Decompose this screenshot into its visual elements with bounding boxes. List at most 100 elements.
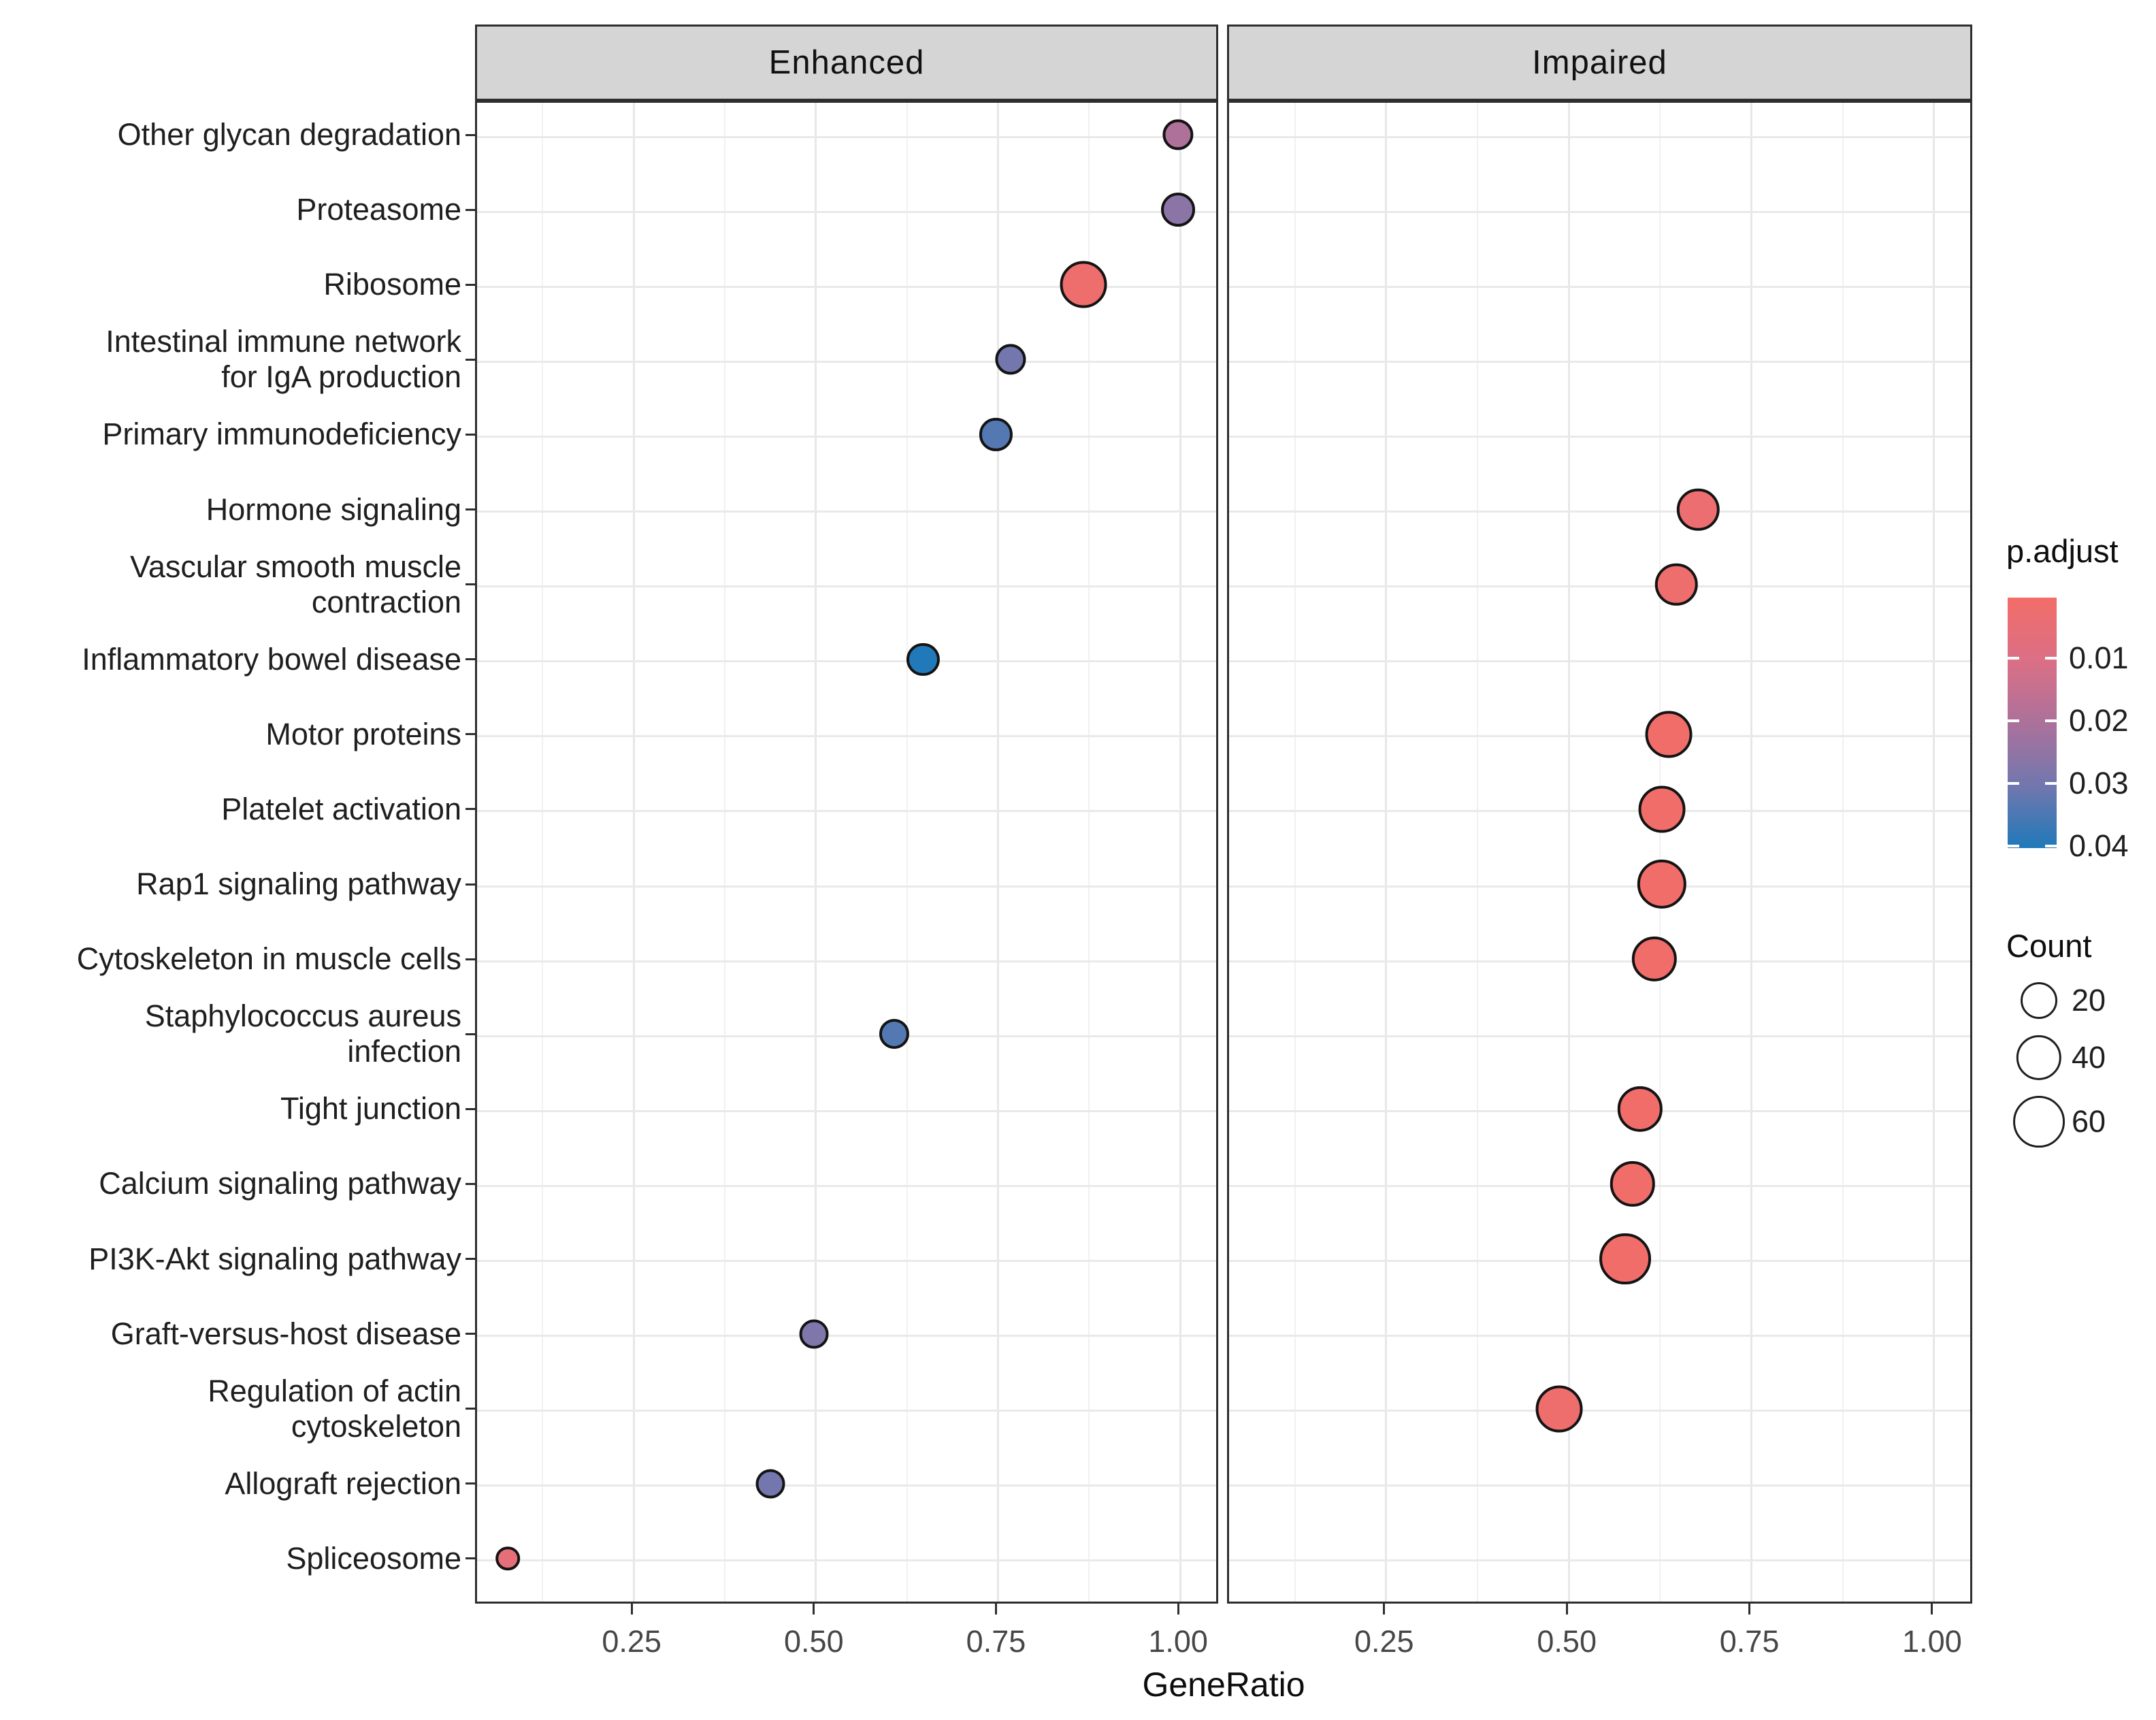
legend-padjust-title: p.adjust [2006,533,2119,569]
v-gridline-major [815,103,817,1602]
colorbar-tick-mark [2008,719,2019,723]
data-point [1677,488,1720,531]
y-axis-label: Ribosome [323,267,461,302]
y-axis-tick [466,1107,475,1110]
v-gridline-minor [1842,103,1844,1602]
v-gridline-minor [724,103,725,1602]
y-axis-label: Allograft rejection [225,1465,461,1501]
data-point [755,1469,785,1499]
y-axis-tick [466,433,475,436]
h-gridline [477,885,1216,888]
facet-header-enhanced: Enhanced [475,25,1218,101]
h-gridline [477,360,1216,363]
count-legend-circle [2016,1035,2062,1081]
y-axis-label: Motor proteins [265,716,461,751]
colorbar-tick-label: 0.01 [2069,640,2129,676]
v-gridline-minor [906,103,908,1602]
x-axis-tick [630,1604,633,1614]
y-axis-label: Regulation of actin cytoskeleton [208,1373,461,1444]
x-tick-label: 0.75 [966,1624,1026,1659]
count-legend-label: 60 [2072,1104,2106,1139]
data-point [1060,261,1107,308]
y-axis-label: Calcium signaling pathway [99,1166,461,1201]
y-axis-tick [466,1033,475,1035]
x-tick-label: 0.75 [1719,1624,1780,1659]
y-axis-label: PI3K-Akt signaling pathway [88,1241,461,1276]
facet-header-impaired: Impaired [1227,25,1972,101]
colorbar-tick-mark [2045,782,2057,785]
data-point [1162,119,1194,150]
y-axis-tick [466,1182,475,1185]
data-point [979,418,1013,451]
h-gridline [1229,660,1970,663]
h-gridline [1229,1484,1970,1487]
v-gridline-major [1179,103,1181,1602]
x-tick-label: 0.25 [602,1624,662,1659]
y-axis-tick [466,1258,475,1260]
colorbar-tick-mark [2045,845,2057,848]
h-gridline [1229,135,1970,138]
v-gridline-major [1385,103,1388,1602]
data-point [906,643,940,676]
panel-enhanced [475,101,1218,1604]
v-gridline-minor [1294,103,1296,1602]
y-axis-tick [466,733,475,736]
data-point [1631,936,1678,982]
h-gridline [477,1260,1216,1262]
h-gridline [1229,510,1970,513]
y-axis-tick [466,208,475,211]
x-axis-title: GeneRatio [1142,1666,1305,1704]
data-point [799,1319,829,1349]
v-gridline-major [1750,103,1753,1602]
h-gridline [477,660,1216,663]
y-axis-tick [466,808,475,811]
h-gridline [1229,1559,1970,1562]
colorbar-tick-mark [2008,657,2019,660]
colorbar-tick-label: 0.02 [2069,703,2129,739]
x-tick-label: 1.00 [1902,1624,1962,1659]
h-gridline [1229,1410,1970,1412]
h-gridline [477,1109,1216,1112]
h-gridline [1229,285,1970,288]
x-axis-tick [1931,1604,1933,1614]
y-axis-label: Rap1 signaling pathway [136,866,461,901]
h-gridline [1229,435,1970,438]
y-axis-tick [466,1482,475,1485]
y-axis-tick [466,358,475,361]
h-gridline [477,210,1216,213]
y-axis-tick [466,508,475,510]
v-gridline-major [1567,103,1570,1602]
h-gridline [1229,1184,1970,1187]
data-point [1637,859,1686,909]
h-gridline [477,1484,1216,1487]
y-axis-label: Hormone signaling [206,491,461,527]
v-gridline-major [1933,103,1936,1602]
x-axis-tick [813,1604,815,1614]
y-axis-label: Graft-versus-host disease [110,1316,461,1351]
y-axis-tick [466,1333,475,1335]
padjust-colorbar [2008,598,2057,848]
y-axis-tick [466,283,475,286]
v-gridline-minor [1659,103,1661,1602]
data-point [1646,711,1693,758]
y-axis-tick [466,133,475,136]
x-tick-label: 0.50 [784,1624,844,1659]
y-axis-label: Primary immunodeficiency [102,417,461,452]
h-gridline [1229,960,1970,962]
panel-impaired [1227,101,1972,1604]
h-gridline [477,1335,1216,1337]
count-legend-label: 20 [2072,983,2106,1018]
h-gridline [1229,210,1970,213]
data-point [1161,193,1196,227]
h-gridline [477,735,1216,738]
h-gridline [1229,360,1970,363]
colorbar-tick-mark [2008,782,2019,785]
x-tick-label: 0.25 [1354,1624,1414,1659]
x-axis-tick [1565,1604,1568,1614]
v-gridline-minor [1088,103,1090,1602]
v-gridline-major [632,103,635,1602]
h-gridline [477,1184,1216,1187]
y-axis-label: Vascular smooth muscle contraction [130,549,461,619]
x-axis-tick [994,1604,997,1614]
